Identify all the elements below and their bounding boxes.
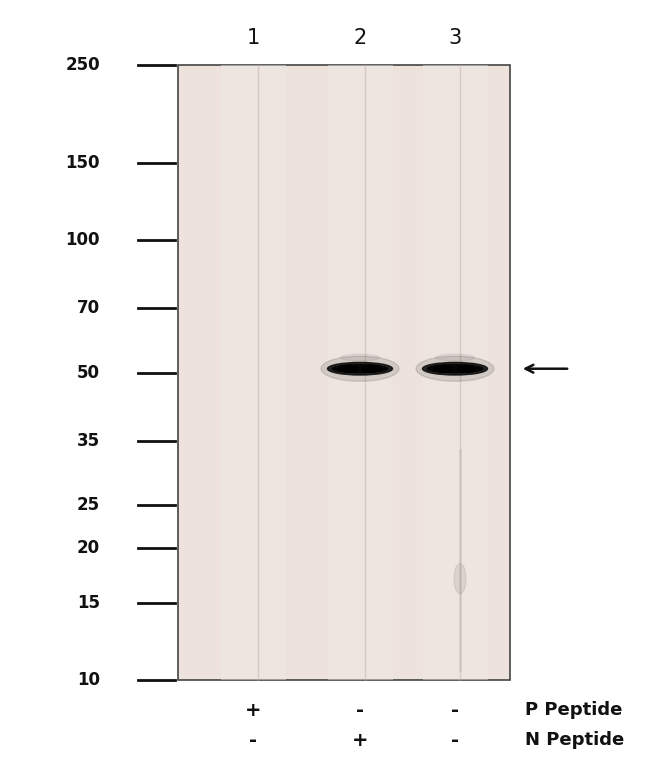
Text: 15: 15 bbox=[77, 593, 100, 612]
Text: 70: 70 bbox=[77, 299, 100, 318]
Text: P Peptide: P Peptide bbox=[525, 701, 623, 719]
Ellipse shape bbox=[436, 354, 474, 361]
Ellipse shape bbox=[434, 365, 452, 372]
Bar bbox=[178, 65, 510, 680]
Bar bbox=[328, 65, 393, 680]
Text: +: + bbox=[245, 700, 261, 720]
Text: 20: 20 bbox=[77, 539, 100, 557]
Ellipse shape bbox=[422, 362, 488, 375]
Text: -: - bbox=[249, 731, 257, 750]
Text: 25: 25 bbox=[77, 496, 100, 514]
Ellipse shape bbox=[428, 365, 482, 372]
Text: 250: 250 bbox=[66, 56, 100, 74]
Text: -: - bbox=[451, 731, 459, 750]
Text: 35: 35 bbox=[77, 432, 100, 450]
Text: +: + bbox=[352, 731, 369, 750]
Bar bbox=[423, 65, 488, 680]
Ellipse shape bbox=[321, 356, 399, 381]
Ellipse shape bbox=[341, 354, 380, 361]
Ellipse shape bbox=[328, 362, 393, 375]
Ellipse shape bbox=[458, 365, 476, 372]
Ellipse shape bbox=[454, 564, 466, 593]
Ellipse shape bbox=[363, 365, 381, 372]
Text: 100: 100 bbox=[66, 231, 100, 249]
Text: 150: 150 bbox=[66, 154, 100, 172]
Bar bbox=[221, 65, 286, 680]
Text: N Peptide: N Peptide bbox=[525, 731, 624, 749]
Ellipse shape bbox=[416, 356, 494, 381]
Text: -: - bbox=[451, 700, 459, 720]
Ellipse shape bbox=[339, 365, 358, 372]
Text: 2: 2 bbox=[354, 28, 367, 48]
Text: 1: 1 bbox=[246, 28, 259, 48]
Text: -: - bbox=[356, 700, 364, 720]
Text: 10: 10 bbox=[77, 671, 100, 689]
Ellipse shape bbox=[332, 365, 387, 372]
Text: 50: 50 bbox=[77, 364, 100, 382]
Text: 3: 3 bbox=[448, 28, 461, 48]
